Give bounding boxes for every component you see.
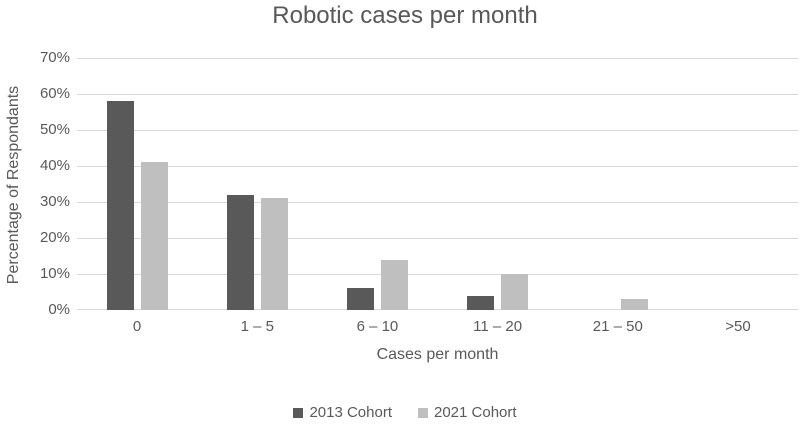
- category-label: 21 – 50: [592, 318, 643, 335]
- plot-area: [77, 58, 798, 310]
- bar-group: [678, 58, 798, 310]
- gridline: [77, 94, 798, 95]
- bar-2013-cohort: [467, 295, 495, 310]
- bar-2013-cohort: [106, 101, 134, 310]
- gridline: [77, 58, 798, 59]
- gridline: [77, 202, 798, 203]
- category-label: 0: [132, 318, 142, 335]
- bar-group: [558, 58, 678, 310]
- x-axis-category-labels: 0 1 – 5 6 – 10 11 – 20 21 – 50 >50: [77, 318, 798, 335]
- y-tick-label: 10%: [39, 265, 70, 282]
- y-tick-label: 60%: [39, 85, 70, 102]
- bar-2013-cohort: [226, 194, 254, 310]
- legend-label: 2021 Cohort: [434, 404, 517, 421]
- bar-2021-cohort: [380, 259, 408, 310]
- y-tick-label: 40%: [39, 157, 70, 174]
- y-tick-label: 50%: [39, 121, 70, 138]
- gridline: [77, 274, 798, 275]
- legend-swatch: [293, 407, 304, 418]
- category-label: 1 – 5: [240, 318, 274, 335]
- bar-group: [438, 58, 558, 310]
- bar-2021-cohort: [140, 162, 168, 310]
- y-axis-tick-labels: 0% 10% 20% 30% 40% 50% 60% 70%: [0, 50, 70, 318]
- bar-2021-cohort: [260, 198, 288, 310]
- bar-2021-cohort: [501, 274, 529, 310]
- gridline: [77, 166, 798, 167]
- y-tick-label: 0%: [48, 301, 70, 318]
- bar-group: [317, 58, 437, 310]
- legend-item: 2013 Cohort: [293, 404, 392, 421]
- legend-label: 2013 Cohort: [309, 404, 392, 421]
- bar-groups: [77, 58, 798, 310]
- gridline: [77, 238, 798, 239]
- x-axis-title: Cases per month: [376, 346, 499, 363]
- gridline: [77, 130, 798, 131]
- bar-2013-cohort: [346, 288, 374, 310]
- y-tick-label: 70%: [39, 49, 70, 66]
- category-label: >50: [725, 318, 751, 335]
- y-tick-label: 30%: [39, 193, 70, 210]
- bar-group: [197, 58, 317, 310]
- chart-title: Robotic cases per month: [272, 2, 538, 29]
- bar-2021-cohort: [621, 299, 649, 310]
- legend: 2013 Cohort 2021 Cohort: [0, 404, 810, 421]
- legend-swatch: [418, 407, 428, 418]
- bar-group: [77, 58, 197, 310]
- category-label: 6 – 10: [356, 318, 399, 335]
- legend-item: 2021 Cohort: [418, 404, 517, 421]
- y-tick-label: 20%: [39, 229, 70, 246]
- category-label: 11 – 20: [473, 318, 523, 335]
